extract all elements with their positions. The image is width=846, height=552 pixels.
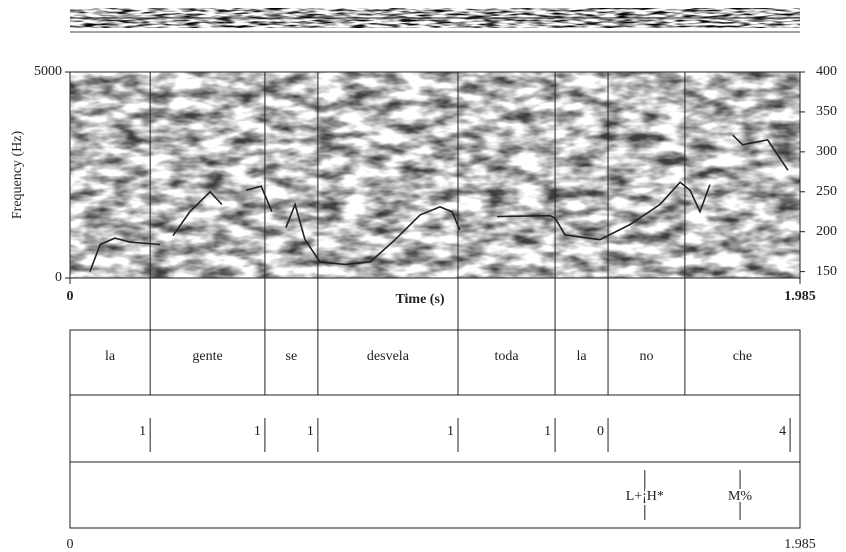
break-label: 1: [447, 424, 454, 439]
x-axis-label: Time (s): [395, 292, 444, 307]
break-label: 4: [779, 424, 786, 439]
y2-tick-label: 400: [816, 64, 837, 79]
break-label: 1: [139, 424, 146, 439]
x-tick-label: 1.985: [784, 537, 816, 552]
y2-tick-label: 250: [816, 184, 837, 199]
x-tick-label: 0: [67, 289, 74, 304]
break-label: 0: [597, 424, 604, 439]
word-label: toda: [494, 349, 519, 364]
word-label: la: [576, 349, 587, 364]
x-tick-label: 0: [67, 537, 74, 552]
y2-tick-label: 200: [816, 224, 837, 239]
y2-tick-label: 350: [816, 104, 837, 119]
y2-tick-label: 300: [816, 144, 837, 159]
chart: Time (s) Frequency (Hz) 0 5000 150 200 250 30…: [0, 0, 846, 552]
y2-tick-label: 150: [816, 264, 837, 279]
y-tick-label: 5000: [34, 64, 62, 79]
x-tick-label: 1.985: [784, 289, 816, 304]
word-label: se: [286, 349, 298, 364]
word-label: no: [639, 349, 653, 364]
spectrogram: [70, 72, 800, 278]
tier-frame: [70, 330, 800, 528]
word-label: che: [733, 349, 752, 364]
break-label: 1: [254, 424, 261, 439]
y-axis-label: Frequency (Hz): [10, 131, 25, 220]
y-tick-label: 0: [55, 270, 62, 285]
word-label: la: [105, 349, 116, 364]
break-label: 1: [544, 424, 551, 439]
word-label: desvela: [367, 349, 410, 364]
tone-label: M%: [728, 489, 752, 504]
break-label: 1: [307, 424, 314, 439]
word-label: gente: [192, 349, 222, 364]
tone-label: L+¡H*: [626, 489, 664, 504]
